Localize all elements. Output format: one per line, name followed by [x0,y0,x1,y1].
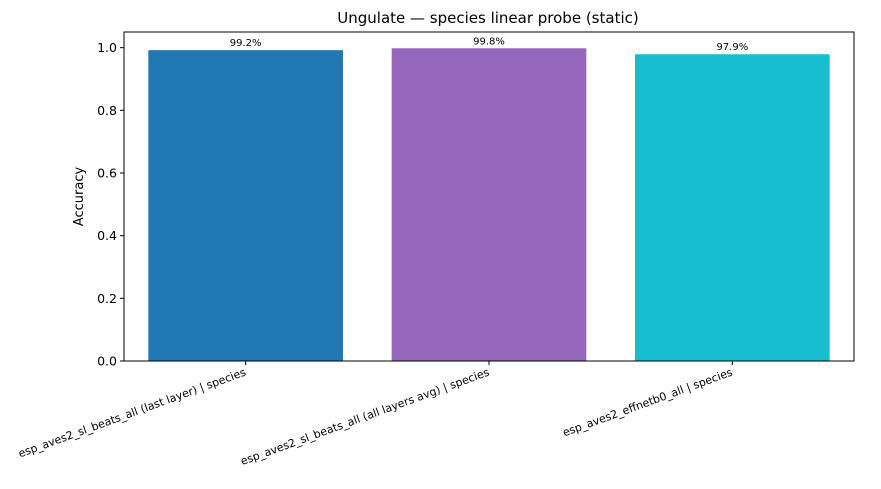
bar [391,48,587,361]
y-tick-label: 0.4 [97,228,117,243]
bar-value-label: 99.2% [230,38,262,49]
x-tick-label: esp_aves2_effnetb0_all | species [561,366,735,440]
x-axis: esp_aves2_sl_beats_all (last layer) | sp… [17,361,735,468]
y-tick-label: 0.8 [97,103,117,118]
y-tick-label: 0.2 [97,291,117,306]
bar-value-label: 99.8% [473,36,505,47]
y-tick-label: 1.0 [97,40,117,55]
chart-title: Ungulate — species linear probe (static) [337,9,638,27]
bars-group [148,48,830,361]
data-labels-group: 99.2% 99.8% 97.9% [230,36,748,53]
y-axis-label: Accuracy [72,167,87,227]
bar [148,50,343,361]
y-tick-label: 0.6 [97,166,117,181]
y-tick-label: 0.0 [97,354,117,369]
x-tick-label: esp_aves2_sl_beats_all (all layers avg) … [239,366,491,468]
plot-frame [123,31,855,362]
y-axis: 0.0 0.2 0.4 0.6 0.8 1.0 [97,40,124,369]
bar [635,54,830,361]
x-tick-label: esp_aves2_sl_beats_all (last layer) | sp… [17,366,248,461]
bar-value-label: 97.9% [716,42,748,53]
